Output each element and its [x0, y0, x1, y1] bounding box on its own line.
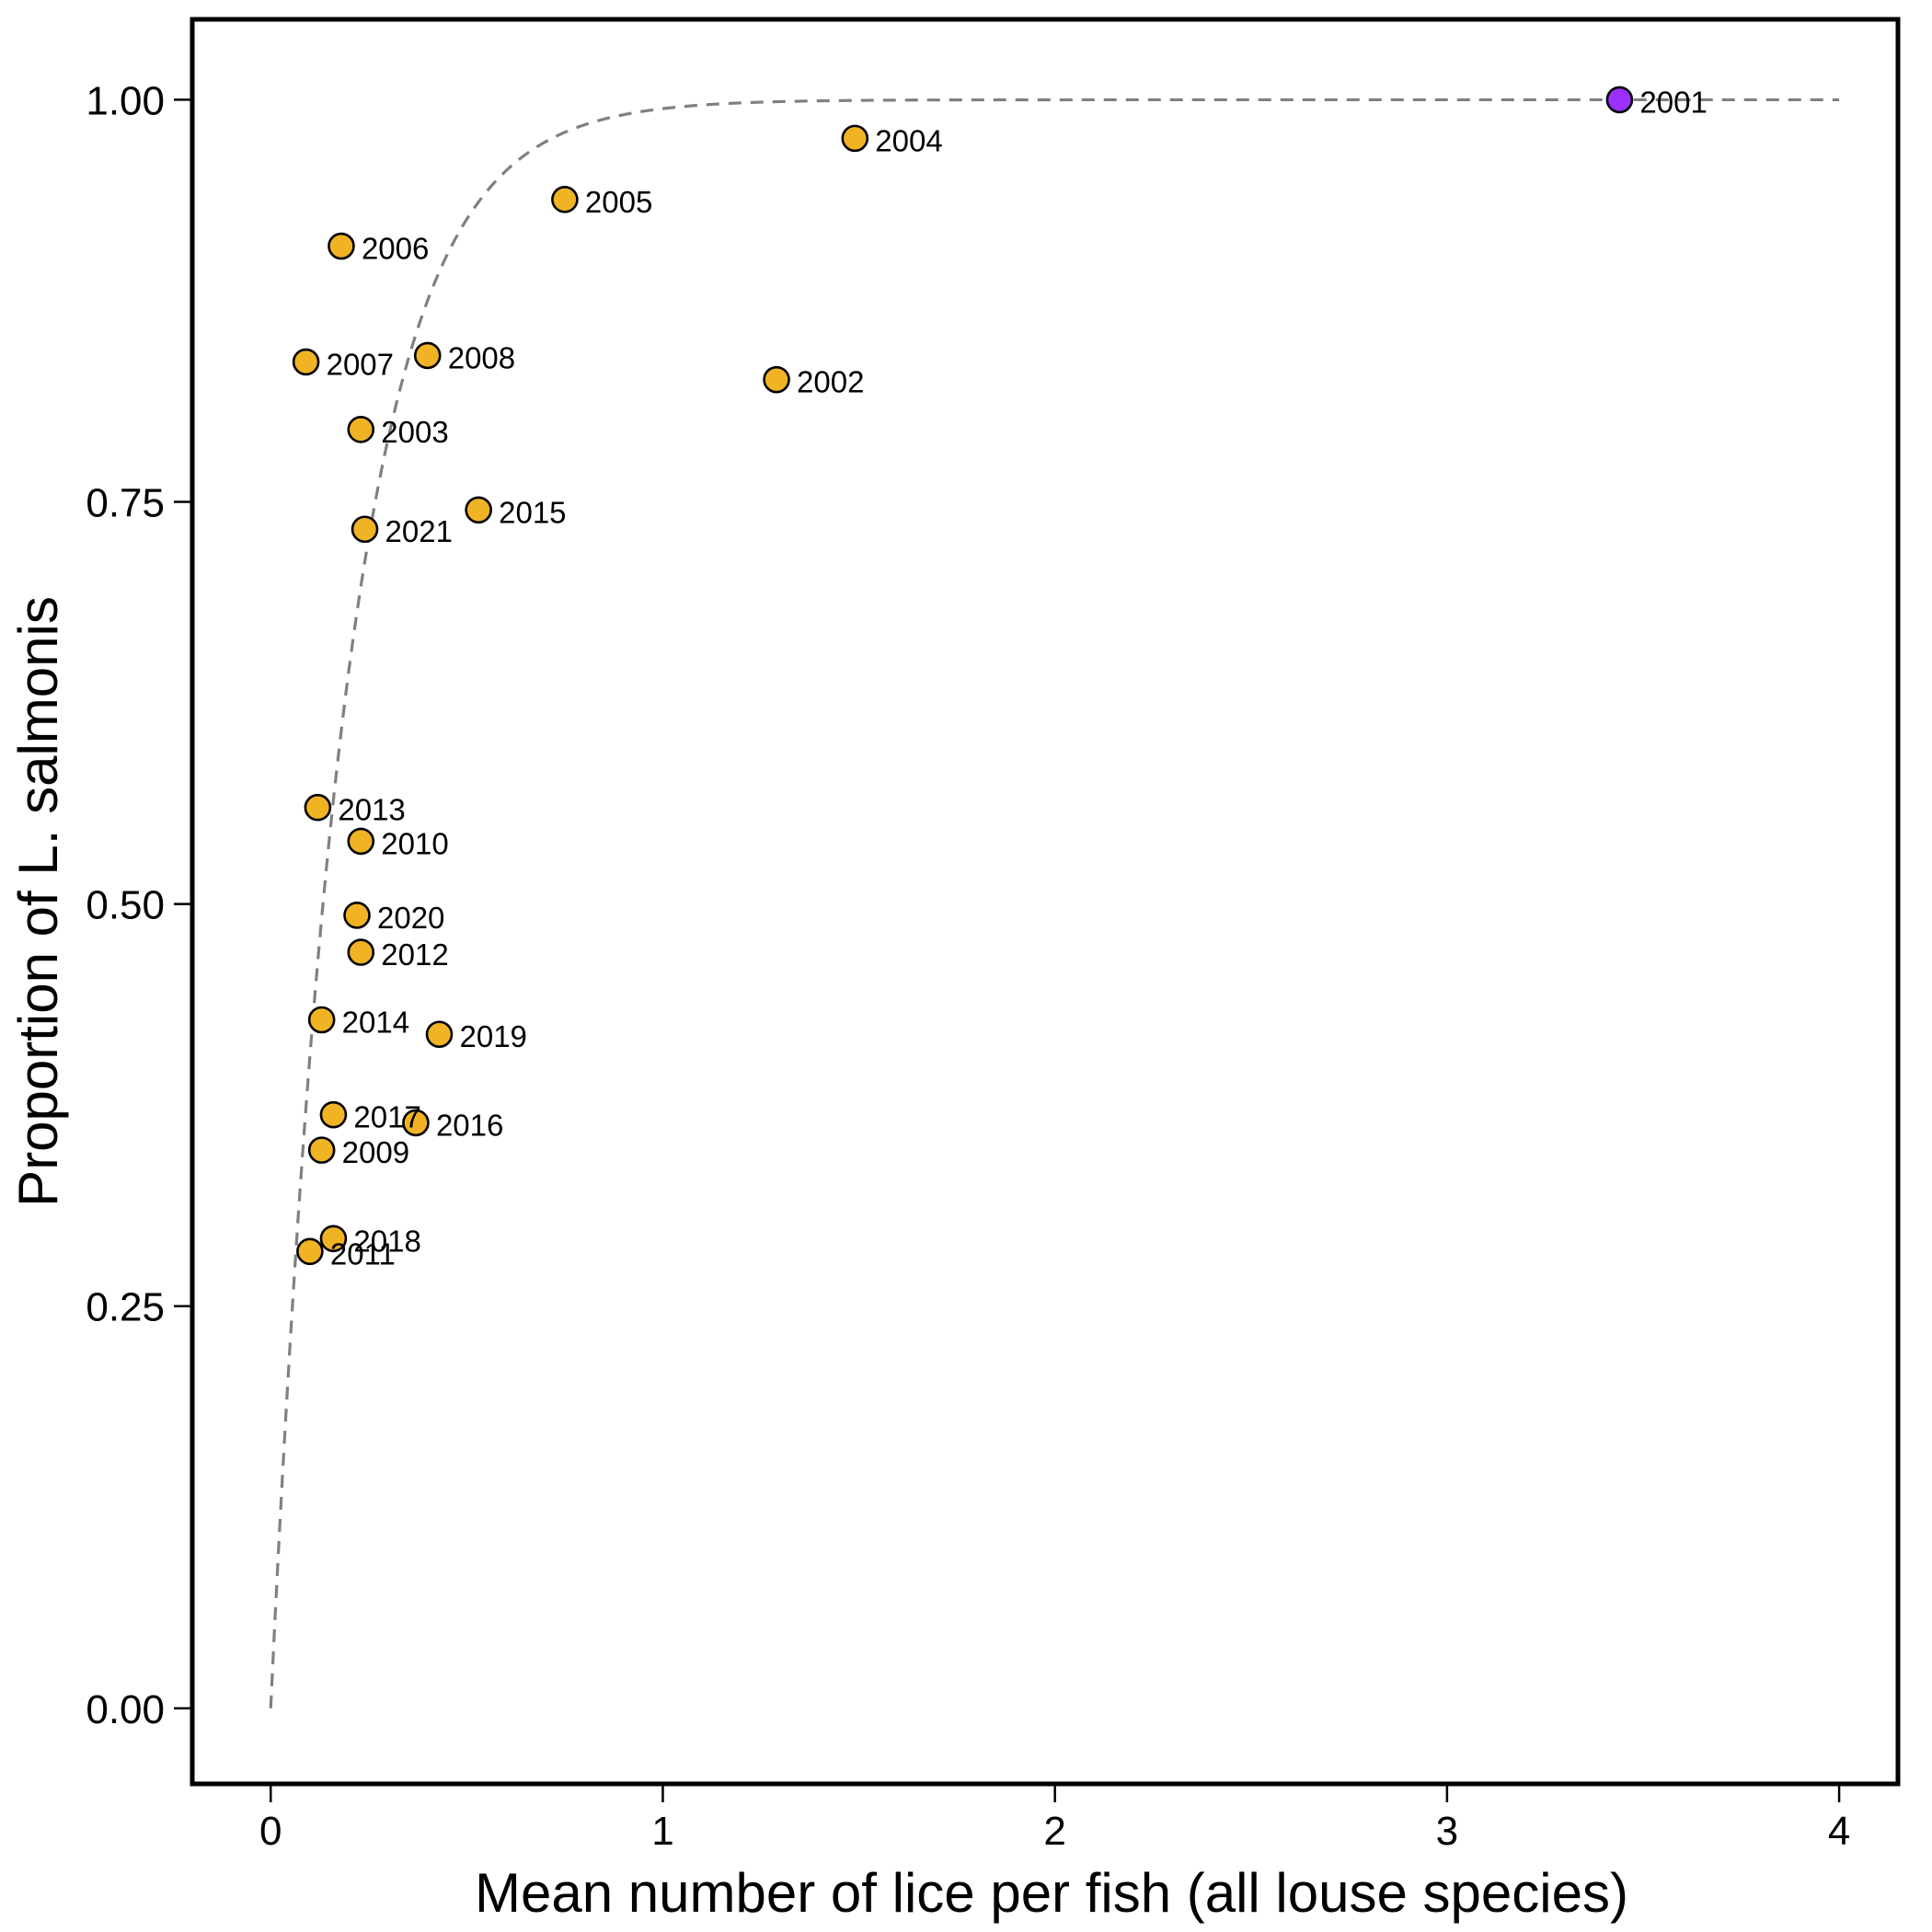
- data-point-2002: [763, 365, 790, 394]
- x-tick-label: 1: [651, 1809, 673, 1854]
- data-point-2018: [319, 1225, 348, 1253]
- y-axis-title: Proportion of L. salmonis: [7, 596, 69, 1207]
- data-point-2004: [841, 124, 869, 153]
- data-point-2011: [296, 1237, 324, 1266]
- y-tick-label: 0.00: [86, 1687, 165, 1732]
- point-label-2017: 2017: [353, 1100, 420, 1134]
- x-tick-label: 3: [1436, 1809, 1458, 1854]
- data-point-2012: [347, 938, 375, 966]
- point-label-2014: 2014: [342, 1006, 409, 1040]
- y-tick-label: 0.25: [86, 1285, 165, 1330]
- y-axis: 0.00 0.25 0.50 0.75 1.00: [86, 78, 190, 1732]
- data-point-2003: [347, 416, 375, 443]
- point-label-2005: 2005: [585, 185, 652, 219]
- point-label-2007: 2007: [327, 347, 394, 381]
- data-point-2005: [551, 186, 579, 213]
- y-tick-label: 1.00: [86, 78, 165, 123]
- data-point-2021: [351, 515, 379, 544]
- point-label-2006: 2006: [362, 232, 429, 266]
- point-label-2002: 2002: [797, 365, 864, 399]
- data-point-2008: [413, 341, 442, 370]
- y-tick-label: 0.50: [86, 883, 165, 928]
- data-point-2010: [347, 827, 375, 856]
- data-point-2014: [307, 1006, 336, 1034]
- y-tick-label: 0.75: [86, 481, 165, 526]
- point-label-2012: 2012: [381, 937, 448, 972]
- data-point-2007: [292, 348, 320, 376]
- point-label-2009: 2009: [342, 1135, 409, 1169]
- point-label-2016: 2016: [436, 1108, 503, 1142]
- fit-curve: [269, 98, 1840, 1708]
- point-label-2008: 2008: [448, 340, 515, 374]
- point-label-2010: 2010: [381, 826, 448, 860]
- data-point-2013: [304, 793, 332, 822]
- x-axis-title: Mean number of lice per fish (all louse …: [475, 1862, 1628, 1924]
- point-labels-layer: 2001 2002 2003 2004 2005 2006 2007 2008 2009 2010…: [327, 85, 1708, 1271]
- data-point-2009: [307, 1136, 336, 1164]
- data-point-2017: [319, 1100, 348, 1129]
- data-point-2020: [343, 902, 371, 929]
- fit-line-layer: [269, 98, 1840, 1708]
- point-label-2013: 2013: [338, 793, 405, 827]
- point-label-2018: 2018: [353, 1224, 420, 1258]
- data-point-2015: [465, 496, 492, 524]
- data-point-2016: [402, 1109, 430, 1137]
- data-point-2006: [328, 232, 355, 260]
- x-tick-label: 0: [259, 1809, 282, 1854]
- x-tick-label: 4: [1828, 1809, 1850, 1854]
- point-label-2003: 2003: [381, 415, 448, 449]
- point-label-2021: 2021: [385, 514, 453, 548]
- data-point-2001: [1605, 86, 1634, 114]
- x-tick-label: 2: [1043, 1809, 1065, 1854]
- x-axis: 0 1 2 3 4: [259, 1786, 1850, 1854]
- plot-panel-border: [190, 17, 1901, 1787]
- data-point-2019: [425, 1020, 454, 1049]
- point-label-2020: 2020: [377, 901, 444, 935]
- point-label-2019: 2019: [460, 1019, 527, 1053]
- points-layer: [292, 86, 1634, 1266]
- point-label-2015: 2015: [499, 495, 566, 529]
- point-label-2001: 2001: [1639, 85, 1707, 119]
- point-label-2011: 2011: [330, 1236, 396, 1271]
- point-label-2004: 2004: [875, 123, 942, 157]
